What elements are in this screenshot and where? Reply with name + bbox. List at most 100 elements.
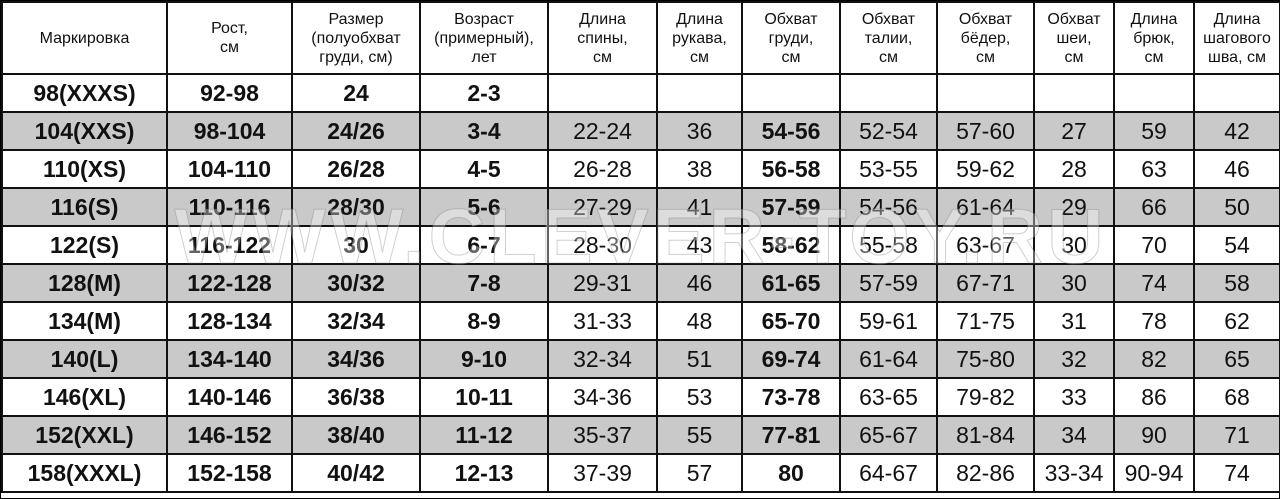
table-row: 140(L) 134-140 34/36 9-10 32-34 51 69-74 61-64 7… xyxy=(1,339,1280,379)
table-cell: 65-67 xyxy=(839,415,938,455)
table-cell: 53 xyxy=(656,377,743,417)
column-header: Маркировка xyxy=(1,1,168,75)
table-cell: 33 xyxy=(1033,377,1115,417)
table-cell: 67-71 xyxy=(936,263,1035,303)
table-cell: 35-37 xyxy=(547,415,658,455)
table-cell: 7-8 xyxy=(419,263,549,303)
table-cell: 22-24 xyxy=(547,111,658,151)
table-cell: 57-59 xyxy=(741,187,841,227)
table-row: 122(S) 116-122 30 6-7 28-30 43 58-62 55-58 63-67… xyxy=(1,225,1280,265)
table-cell: 31-33 xyxy=(547,301,658,341)
table-cell: 66 xyxy=(1113,187,1195,227)
table-cell: 28/30 xyxy=(291,187,421,227)
table-cell: 57 xyxy=(656,453,743,493)
column-header: Длина спины, см xyxy=(547,1,658,75)
table-cell: 41 xyxy=(656,187,743,227)
table-cell: 46 xyxy=(656,263,743,303)
table-cell: 32-34 xyxy=(547,339,658,379)
table-row: 128(M) 122-128 30/32 7-8 29-31 46 61-65 57-59 67… xyxy=(1,263,1280,303)
table-cell: 8-9 xyxy=(419,301,549,341)
column-header: Обхват талии, см xyxy=(839,1,938,75)
table-cell: 6-7 xyxy=(419,225,549,265)
table-cell: 34/36 xyxy=(291,339,421,379)
table-cell: 56-58 xyxy=(741,149,841,189)
table-row: 152(XXL) 146-152 38/40 11-12 35-37 55 77-81 65-… xyxy=(1,415,1280,455)
table-cell: 10-11 xyxy=(419,377,549,417)
table-row: 158(XXXL) 152-158 40/42 12-13 37-39 57 80 64-67… xyxy=(1,453,1280,493)
table-cell: 31 xyxy=(1033,301,1115,341)
table-cell: 53-55 xyxy=(839,149,938,189)
table-cell: 57-60 xyxy=(936,111,1035,151)
table-cell: 61-64 xyxy=(839,339,938,379)
column-header: Длина шагового шва, см xyxy=(1193,1,1280,75)
table-cell xyxy=(547,73,658,113)
table-cell: 29-31 xyxy=(547,263,658,303)
table-cell: 34-36 xyxy=(547,377,658,417)
column-header: Обхват груди, см xyxy=(741,1,841,75)
table-cell: 59 xyxy=(1113,111,1195,151)
table-cell: 70 xyxy=(1113,225,1195,265)
table-cell: 134-140 xyxy=(166,339,293,379)
table-cell: 110(XS) xyxy=(1,149,168,189)
table-cell: 75-80 xyxy=(936,339,1035,379)
table-cell: 55-58 xyxy=(839,225,938,265)
table-cell: 4-5 xyxy=(419,149,549,189)
table-cell: 74 xyxy=(1193,453,1280,493)
table-cell: 122(S) xyxy=(1,225,168,265)
table-cell: 54-56 xyxy=(839,187,938,227)
table-cell: 69-74 xyxy=(741,339,841,379)
table-cell: 59-62 xyxy=(936,149,1035,189)
table-cell: 24 xyxy=(291,73,421,113)
table-cell: 26/28 xyxy=(291,149,421,189)
column-header: Длина рукава, см xyxy=(656,1,743,75)
table-row: 98(XXXS) 92-98 24 2-3 xyxy=(1,73,1280,113)
table-cell: 82 xyxy=(1113,339,1195,379)
table-cell: 104-110 xyxy=(166,149,293,189)
column-header: Рост, см xyxy=(166,1,293,75)
table-cell: 3-4 xyxy=(419,111,549,151)
table-cell xyxy=(656,73,743,113)
table-cell: 116-122 xyxy=(166,225,293,265)
table-cell: 54 xyxy=(1193,225,1280,265)
table-cell: 30 xyxy=(1033,225,1115,265)
table-cell: 28-30 xyxy=(547,225,658,265)
table-cell: 38/40 xyxy=(291,415,421,455)
table-cell: 34 xyxy=(1033,415,1115,455)
table-cell: 81-84 xyxy=(936,415,1035,455)
table-cell: 90 xyxy=(1113,415,1195,455)
table-cell: 122-128 xyxy=(166,263,293,303)
table-row: 146(XL) 140-146 36/38 10-11 34-36 53 73-78 63-6… xyxy=(1,377,1280,417)
table-cell: 146-152 xyxy=(166,415,293,455)
table-cell xyxy=(1033,73,1115,113)
table-cell: 92-98 xyxy=(166,73,293,113)
table-cell: 116(S) xyxy=(1,187,168,227)
table-cell: 64-67 xyxy=(839,453,938,493)
table-cell: 152(XXL) xyxy=(1,415,168,455)
table-cell: 32 xyxy=(1033,339,1115,379)
table-cell: 110-116 xyxy=(166,187,293,227)
table-cell: 63-65 xyxy=(839,377,938,417)
table-cell: 104(XXS) xyxy=(1,111,168,151)
table-cell: 73-78 xyxy=(741,377,841,417)
table-row: 116(S) 110-116 28/30 5-6 27-29 41 57-59 54-56 61… xyxy=(1,187,1280,227)
table-cell: 68 xyxy=(1193,377,1280,417)
table-cell: 158(XXXL) xyxy=(1,453,168,493)
table-cell: 40/42 xyxy=(291,453,421,493)
table-cell: 37-39 xyxy=(547,453,658,493)
table-cell xyxy=(1193,73,1280,113)
table-cell: 62 xyxy=(1193,301,1280,341)
table-cell: 48 xyxy=(656,301,743,341)
table-cell: 27 xyxy=(1033,111,1115,151)
column-header: Обхват бёдер, см xyxy=(936,1,1035,75)
table-cell: 12-13 xyxy=(419,453,549,493)
table-cell xyxy=(936,73,1035,113)
table-cell: 38 xyxy=(656,149,743,189)
table-cell: 82-86 xyxy=(936,453,1035,493)
table-cell: 27-29 xyxy=(547,187,658,227)
table-cell: 51 xyxy=(656,339,743,379)
table-cell: 63-67 xyxy=(936,225,1035,265)
table-cell: 86 xyxy=(1113,377,1195,417)
table-cell: 46 xyxy=(1193,149,1280,189)
